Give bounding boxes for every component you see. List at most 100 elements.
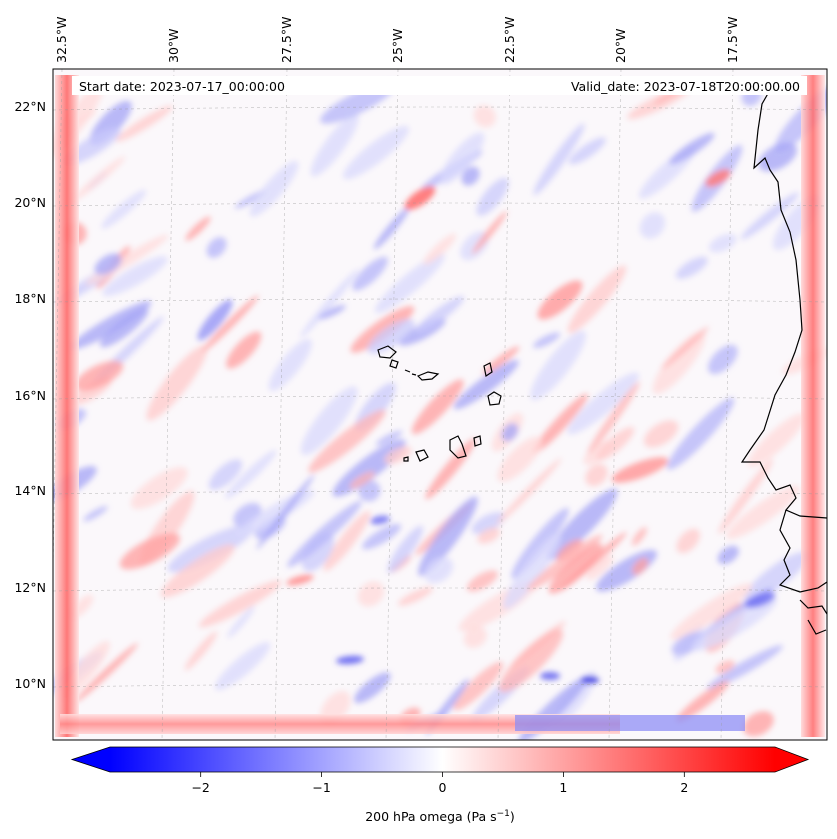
omega-feature	[99, 308, 149, 348]
colorbar-tick-label: 0	[439, 780, 447, 795]
island-fogo	[415, 449, 429, 462]
colorbar-label: 200 hPa omega (Pa s−1)	[365, 809, 515, 824]
longitude-labels: 32.5°W 30°W 27.5°W 25°W 22.5°W 20°W 17.5°W	[54, 17, 740, 63]
omega-feature	[667, 397, 735, 470]
omega-feature	[559, 532, 627, 591]
omega-feature	[350, 306, 415, 353]
colorbar-max-extend	[775, 747, 808, 772]
right-boundary-band	[801, 75, 825, 737]
colorbar-tick-label: −2	[191, 780, 209, 795]
valid-date-label: Valid_date: 2023-07-18T20:00:00.00	[571, 79, 800, 94]
omega-feature	[532, 393, 588, 454]
omega-feature	[225, 450, 277, 499]
omega-feature	[115, 105, 173, 142]
omega-feature-strong	[370, 515, 390, 525]
omega-feature	[661, 326, 709, 369]
omega-feature	[167, 524, 254, 573]
gridlines	[53, 69, 827, 740]
omega-feature	[268, 339, 312, 391]
colorbar-tick-label: −1	[312, 780, 330, 795]
omega-feature	[546, 488, 618, 561]
omega-feature	[323, 510, 371, 572]
omega-feature	[548, 543, 603, 594]
omega-feature	[568, 137, 606, 165]
omega-feature	[670, 583, 753, 640]
omega-feature	[287, 500, 362, 568]
omega-feature	[374, 253, 445, 313]
omega-feature	[440, 132, 485, 185]
omega-feature	[482, 346, 520, 375]
omega-feature	[691, 597, 777, 651]
omega-feature	[425, 438, 476, 500]
omega-feature-strong	[197, 299, 233, 341]
island-boa-vista	[487, 391, 502, 406]
omega-feature	[511, 507, 569, 579]
latitude-labels: 22°N 20°N 18°N 16°N 14°N 12°N 10°N	[14, 99, 46, 691]
omega-feature-strong	[744, 592, 776, 608]
colorbar-body	[110, 747, 775, 772]
map-panel	[52, 68, 828, 741]
omega-feature	[453, 360, 519, 410]
omega-feature	[256, 474, 315, 550]
omega-feature	[744, 551, 809, 602]
meridian-line	[274, 69, 288, 740]
omega-feature	[709, 233, 737, 253]
omega-feature	[119, 533, 181, 570]
omega-feature	[471, 512, 506, 534]
omega-feature	[715, 660, 735, 674]
omega-feature	[497, 436, 542, 482]
island-maio	[473, 435, 482, 447]
omega-feature	[198, 580, 282, 628]
omega-feature	[208, 459, 243, 491]
omega-feature	[375, 430, 403, 446]
omega-feature	[185, 216, 211, 241]
omega-feature	[215, 642, 271, 691]
omega-feature	[596, 426, 635, 461]
parallel-line	[53, 395, 827, 400]
omega-feature-strong	[611, 457, 669, 483]
omega-feature	[652, 331, 706, 394]
omega-feature-strong	[540, 672, 560, 680]
island-sao-vicente	[389, 359, 399, 369]
omega-feature	[530, 330, 586, 401]
omega-feature	[300, 386, 358, 455]
island-santa-luzia	[404, 369, 417, 376]
latitude-label: 16°N	[14, 388, 46, 403]
omega-feature	[461, 166, 480, 186]
omega-feature	[707, 344, 738, 375]
parallel-line	[53, 587, 827, 592]
omega-feature	[74, 360, 124, 391]
island-brava	[403, 456, 409, 462]
omega-feature	[556, 539, 583, 562]
omega-feature	[527, 534, 603, 591]
omega-feature	[343, 126, 409, 180]
omega-feature	[466, 570, 499, 592]
omega-feature	[249, 161, 299, 217]
meridian-line	[720, 69, 734, 740]
omega-feature	[671, 632, 705, 656]
omega-feature	[202, 295, 259, 352]
omega-feature-strong	[286, 574, 314, 586]
omega-feature	[130, 467, 188, 509]
omega-feature	[643, 420, 679, 448]
omega-feature	[743, 711, 774, 737]
colorbar-tick-label: 1	[559, 780, 567, 795]
omega-feature	[308, 409, 386, 473]
omega-feature	[472, 211, 508, 255]
omega-feature	[387, 525, 423, 573]
longitude-label: 25°W	[390, 28, 405, 63]
omega-feature	[463, 626, 487, 648]
island-santiago	[449, 435, 467, 459]
omega-feature	[94, 253, 122, 275]
omega-feature	[357, 581, 385, 607]
omega-feature	[740, 192, 799, 240]
omega-feature	[676, 680, 730, 722]
latitude-label: 12°N	[14, 580, 46, 595]
omega-feature	[332, 439, 406, 497]
omega-feature	[102, 256, 168, 296]
omega-feature	[585, 463, 608, 487]
omega-feature	[748, 413, 806, 468]
omega-feature	[146, 345, 208, 421]
omega-feature	[675, 256, 708, 279]
omega-feature	[411, 379, 464, 435]
